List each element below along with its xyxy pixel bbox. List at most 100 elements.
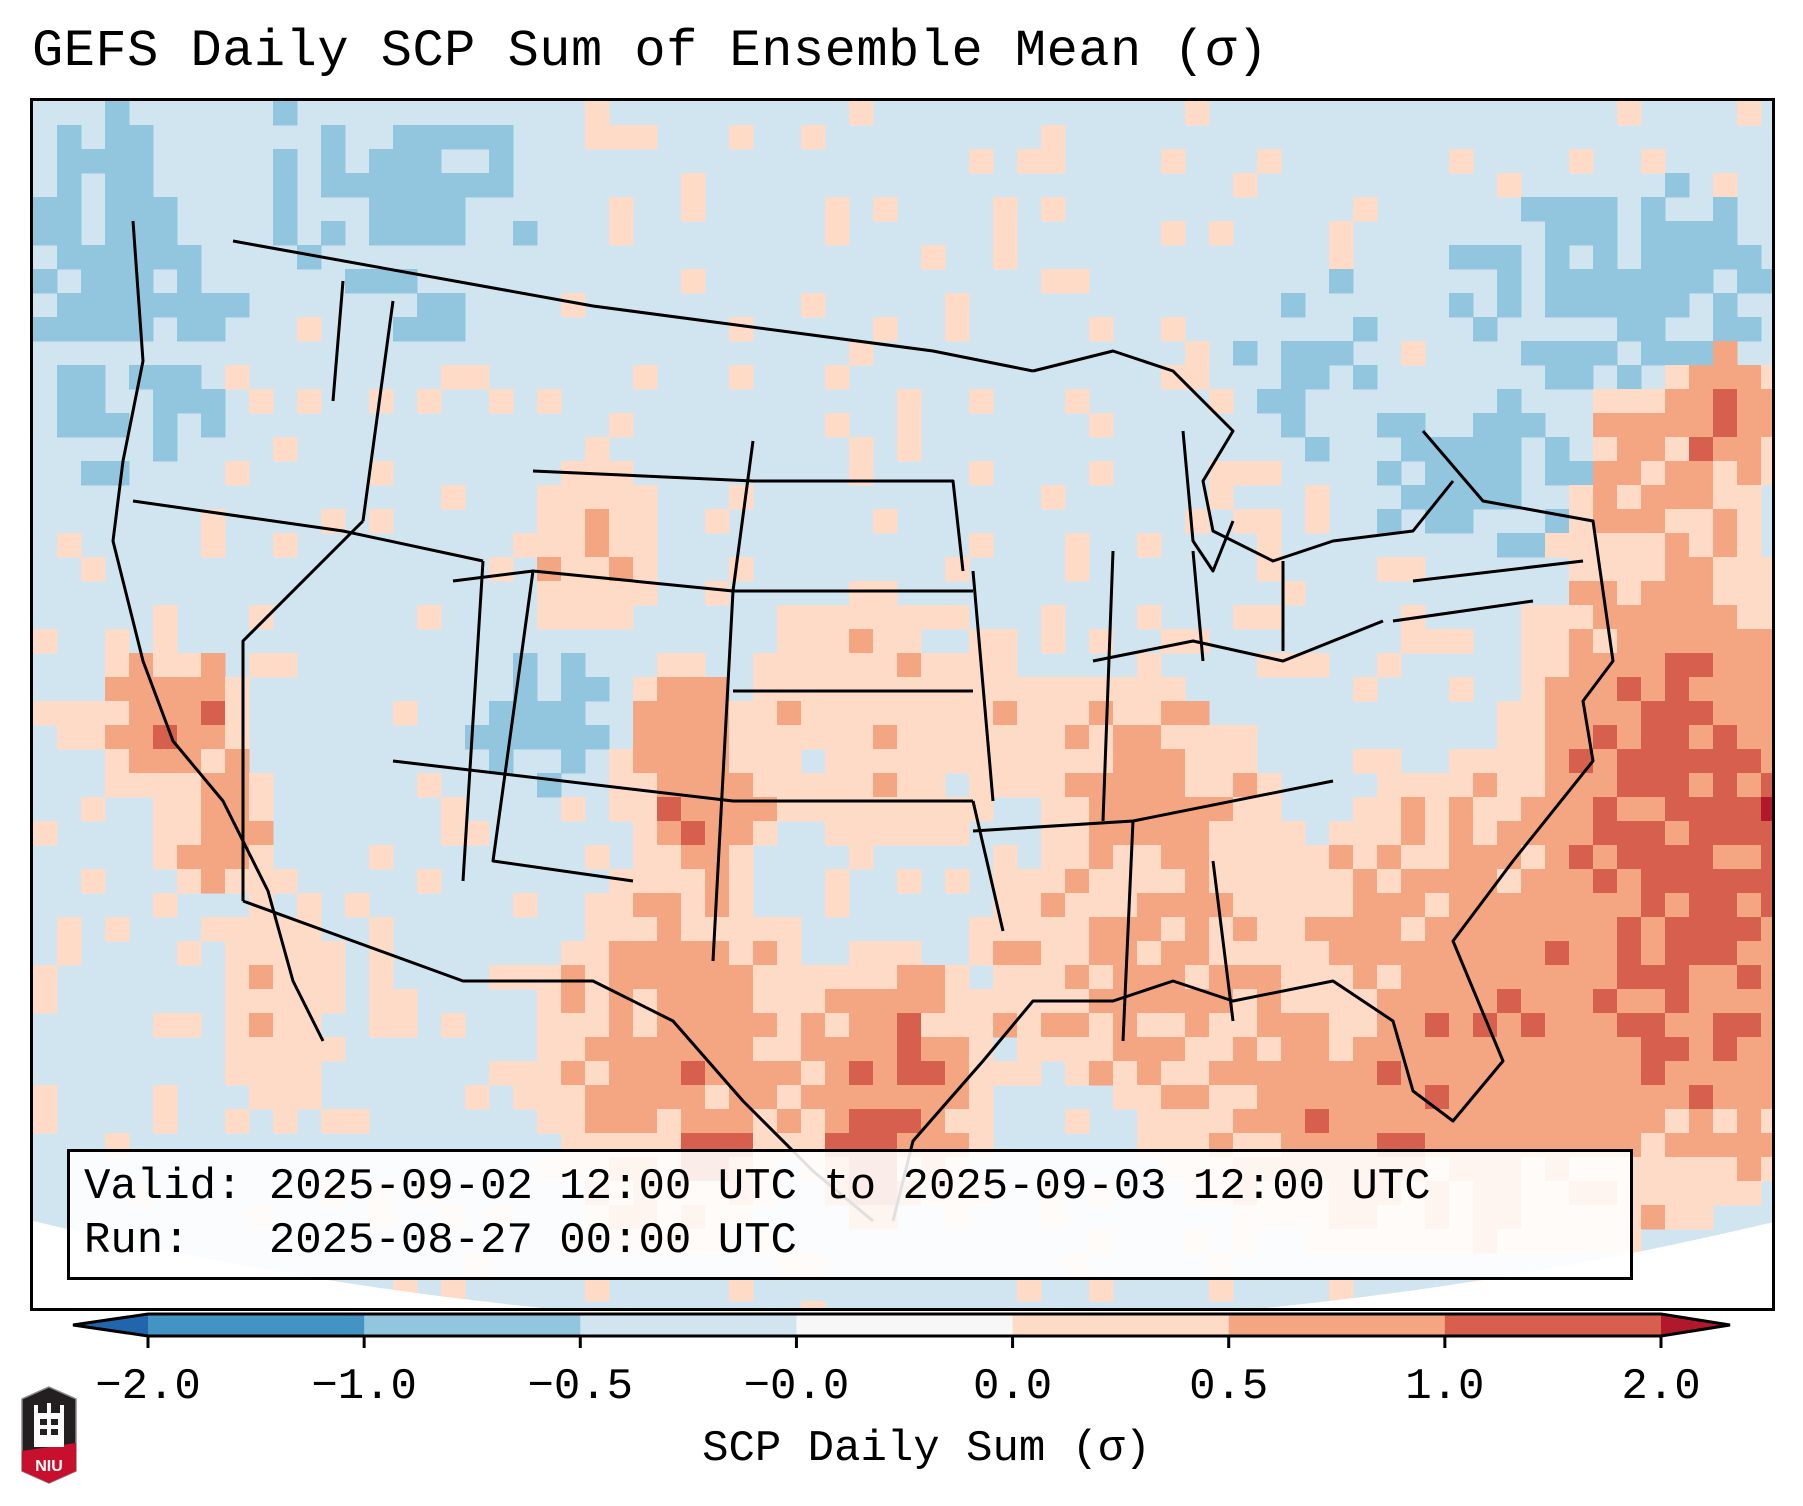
colorbar-segment xyxy=(148,1314,365,1336)
anomaly-cell xyxy=(1593,389,1618,414)
anomaly-cell xyxy=(57,317,82,342)
anomaly-cell xyxy=(969,701,994,726)
anomaly-cell xyxy=(1161,845,1186,870)
anomaly-cell xyxy=(33,1109,58,1134)
anomaly-cell xyxy=(1689,749,1714,774)
anomaly-cell xyxy=(1665,1013,1690,1038)
anomaly-cell xyxy=(1353,1013,1378,1038)
anomaly-cell xyxy=(873,1061,898,1086)
anomaly-cell xyxy=(585,1061,610,1086)
anomaly-cell xyxy=(1137,677,1162,702)
anomaly-cell xyxy=(681,917,706,942)
anomaly-cell xyxy=(1233,965,1258,990)
anomaly-cell xyxy=(1761,917,1772,942)
anomaly-cell xyxy=(1521,845,1546,870)
anomaly-cell xyxy=(657,749,682,774)
anomaly-cell xyxy=(1689,1109,1714,1134)
colorbar-segment xyxy=(1228,1314,1446,1336)
anomaly-cell xyxy=(1665,1085,1690,1110)
anomaly-cell xyxy=(729,773,754,798)
anomaly-cell xyxy=(1065,1013,1090,1038)
anomaly-cell xyxy=(609,893,634,918)
anomaly-cell xyxy=(585,437,610,462)
anomaly-cell xyxy=(1089,821,1114,846)
anomaly-cell xyxy=(1545,461,1570,486)
anomaly-cell xyxy=(441,317,466,342)
anomaly-cell xyxy=(249,917,274,942)
anomaly-cell xyxy=(825,605,850,630)
anomaly-cell xyxy=(1449,245,1474,270)
anomaly-cell xyxy=(1185,941,1210,966)
anomaly-cell xyxy=(1497,821,1522,846)
anomaly-cell xyxy=(729,317,754,342)
anomaly-cell xyxy=(1665,341,1690,366)
anomaly-cell xyxy=(1545,749,1570,774)
anomaly-cell xyxy=(1521,197,1546,222)
anomaly-cell xyxy=(1233,869,1258,894)
anomaly-cell xyxy=(1665,1037,1690,1062)
anomaly-cell xyxy=(1401,941,1426,966)
anomaly-cell xyxy=(1497,245,1522,270)
anomaly-cell xyxy=(1257,797,1282,822)
anomaly-cell xyxy=(729,1277,754,1302)
anomaly-cell xyxy=(945,749,970,774)
anomaly-cell xyxy=(1617,941,1642,966)
anomaly-cell xyxy=(1617,965,1642,990)
anomaly-cell xyxy=(609,533,634,558)
anomaly-cell xyxy=(225,941,250,966)
anomaly-cell xyxy=(1185,101,1210,126)
anomaly-cell xyxy=(945,1037,970,1062)
anomaly-cell xyxy=(1689,581,1714,606)
anomaly-cell xyxy=(633,845,658,870)
anomaly-cell xyxy=(681,1061,706,1086)
anomaly-cell xyxy=(873,509,898,534)
anomaly-cell xyxy=(873,605,898,630)
anomaly-cell xyxy=(1713,1133,1738,1158)
anomaly-cell xyxy=(1665,725,1690,750)
anomaly-cell xyxy=(1593,1013,1618,1038)
anomaly-cell xyxy=(1233,821,1258,846)
anomaly-cell xyxy=(321,125,346,150)
anomaly-cell xyxy=(129,197,154,222)
anomaly-cell xyxy=(1761,461,1772,486)
anomaly-cell xyxy=(1617,1085,1642,1110)
anomaly-cell xyxy=(513,1085,538,1110)
anomaly-cell xyxy=(1401,1037,1426,1062)
anomaly-cell xyxy=(1521,533,1546,558)
colorbar-segments xyxy=(72,1312,1731,1338)
anomaly-cell xyxy=(1617,437,1642,462)
anomaly-cell xyxy=(873,1085,898,1110)
anomaly-cell xyxy=(273,221,298,246)
anomaly-cell xyxy=(801,293,826,318)
anomaly-cell xyxy=(81,293,106,318)
anomaly-cell xyxy=(465,1085,490,1110)
anomaly-cell xyxy=(1665,1109,1690,1134)
anomaly-cell xyxy=(1761,269,1772,294)
anomaly-cell xyxy=(1257,461,1282,486)
anomaly-cell xyxy=(33,269,58,294)
anomaly-cell xyxy=(801,725,826,750)
anomaly-cell xyxy=(201,917,226,942)
anomaly-cell xyxy=(105,197,130,222)
anomaly-cell xyxy=(801,701,826,726)
anomaly-cell xyxy=(1545,221,1570,246)
anomaly-cell xyxy=(1641,893,1666,918)
anomaly-cell xyxy=(609,1109,634,1134)
anomaly-cell xyxy=(1641,629,1666,654)
anomaly-cell xyxy=(1473,413,1498,438)
anomaly-cell xyxy=(825,749,850,774)
anomaly-cell xyxy=(681,989,706,1014)
anomaly-cell xyxy=(153,749,178,774)
anomaly-cell xyxy=(825,821,850,846)
anomaly-cell xyxy=(417,869,442,894)
anomaly-cell xyxy=(1689,437,1714,462)
anomaly-cell xyxy=(1065,1037,1090,1062)
anomaly-cell xyxy=(945,317,970,342)
anomaly-cell xyxy=(1281,1061,1306,1086)
anomaly-cell xyxy=(1305,653,1330,678)
anomaly-cell xyxy=(1569,629,1594,654)
anomaly-cell xyxy=(57,173,82,198)
anomaly-cell xyxy=(1329,941,1354,966)
anomaly-cell xyxy=(1497,1109,1522,1134)
anomaly-cell xyxy=(801,1013,826,1038)
